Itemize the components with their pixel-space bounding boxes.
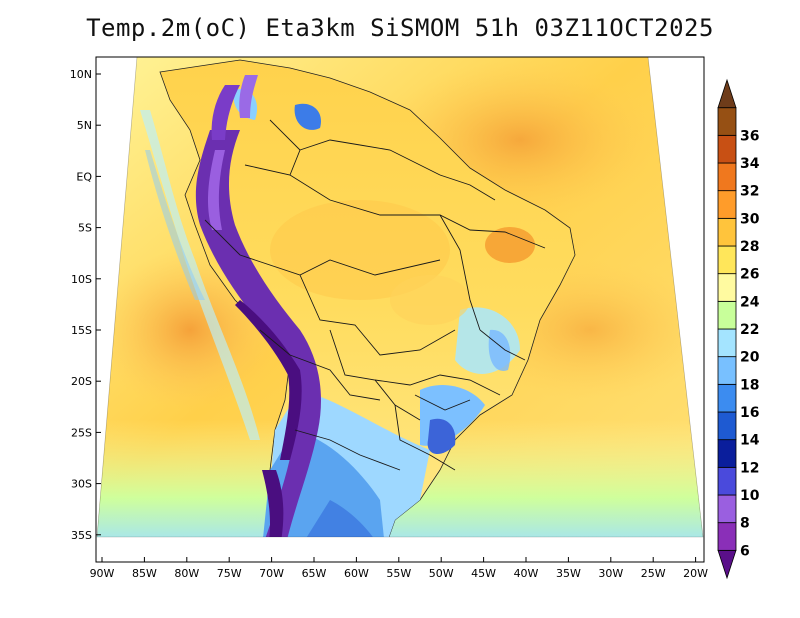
colorbar-label: 20 <box>740 350 760 366</box>
colorbar-bin <box>717 300 737 330</box>
colorbar-bin <box>717 466 737 496</box>
lon-label: 90W <box>90 567 115 580</box>
colorbar-label: 28 <box>740 239 759 255</box>
lon-label: 80W <box>174 567 199 580</box>
colorbar-bin <box>717 383 737 413</box>
colorbar-bin <box>717 549 737 580</box>
colorbar-bin <box>717 439 737 468</box>
lon-label: 25W <box>641 567 666 580</box>
lon-label: 50W <box>429 567 454 580</box>
colorbar-bin <box>717 522 737 551</box>
colorbar-bin <box>717 107 737 136</box>
colorbar-bin <box>717 162 737 192</box>
lat-label: 30S <box>71 478 92 491</box>
lon-label: 20W <box>683 567 708 580</box>
latitude-axis: 10N 5N EQ 5S 10S 15S 20S 25S 30S 35S <box>70 68 101 542</box>
lat-label: EQ <box>76 170 92 183</box>
colorbar: 6 8 10 12 14 16 18 20 22 24 26 28 30 32 34 36 <box>717 78 760 580</box>
lon-label: 55W <box>386 567 411 580</box>
lon-label: 75W <box>217 567 242 580</box>
lat-label: 20S <box>71 375 92 388</box>
colorbar-label: 18 <box>740 377 759 393</box>
model-domain <box>97 57 703 537</box>
lon-label: 65W <box>302 567 327 580</box>
colorbar-bin <box>717 190 737 219</box>
lat-label: 35S <box>71 529 92 542</box>
andes-band <box>195 130 321 537</box>
lat-label: 5S <box>78 222 92 235</box>
colorbar-label: 16 <box>740 405 759 421</box>
colorbar-bin <box>717 356 737 385</box>
lon-label: 85W <box>132 567 157 580</box>
lat-label: 15S <box>71 324 92 337</box>
colorbar-bin <box>717 494 737 524</box>
colorbar-label: 8 <box>740 516 750 532</box>
land-south-america <box>159 59 576 537</box>
map-title: Temp.2m(oC) Eta3km SiSMOM 51h 03Z11OCT20… <box>86 14 714 42</box>
colorbar-bin <box>717 78 737 109</box>
colorbar-label: 24 <box>740 294 760 310</box>
longitude-axis: 90W 85W 80W 75W 70W 65W 60W 55W 50W 45W 40W 35W 30W 2… <box>90 557 708 580</box>
country-borders <box>204 119 546 471</box>
colorbar-label: 26 <box>740 267 759 283</box>
colorbar-label: 30 <box>740 211 760 227</box>
colorbar-bin <box>717 411 737 441</box>
colorbar-label: 10 <box>740 488 760 504</box>
colorbar-label: 22 <box>740 322 759 338</box>
plot-frame <box>95 56 705 563</box>
colorbar-label: 14 <box>740 433 760 449</box>
colorbar-bin <box>717 328 737 358</box>
colorbar-label: 32 <box>740 184 759 200</box>
colorbar-label: 6 <box>740 543 750 559</box>
lon-label: 70W <box>259 567 284 580</box>
lon-label: 40W <box>514 567 539 580</box>
colorbar-bin <box>717 245 737 275</box>
lon-label: 35W <box>556 567 581 580</box>
colorbar-label: 34 <box>740 156 760 172</box>
lat-label: 10N <box>70 68 92 81</box>
colorbar-bin <box>717 134 737 164</box>
colorbar-label: 12 <box>740 460 759 476</box>
colorbar-label: 36 <box>740 128 759 144</box>
lat-label: 5N <box>77 119 92 132</box>
colorbar-bin <box>717 273 737 302</box>
lat-label: 25S <box>71 426 92 439</box>
lon-label: 60W <box>344 567 369 580</box>
lat-label: 10S <box>71 273 92 286</box>
lon-label: 45W <box>471 567 496 580</box>
lon-label: 30W <box>598 567 623 580</box>
colorbar-bin <box>717 217 737 247</box>
